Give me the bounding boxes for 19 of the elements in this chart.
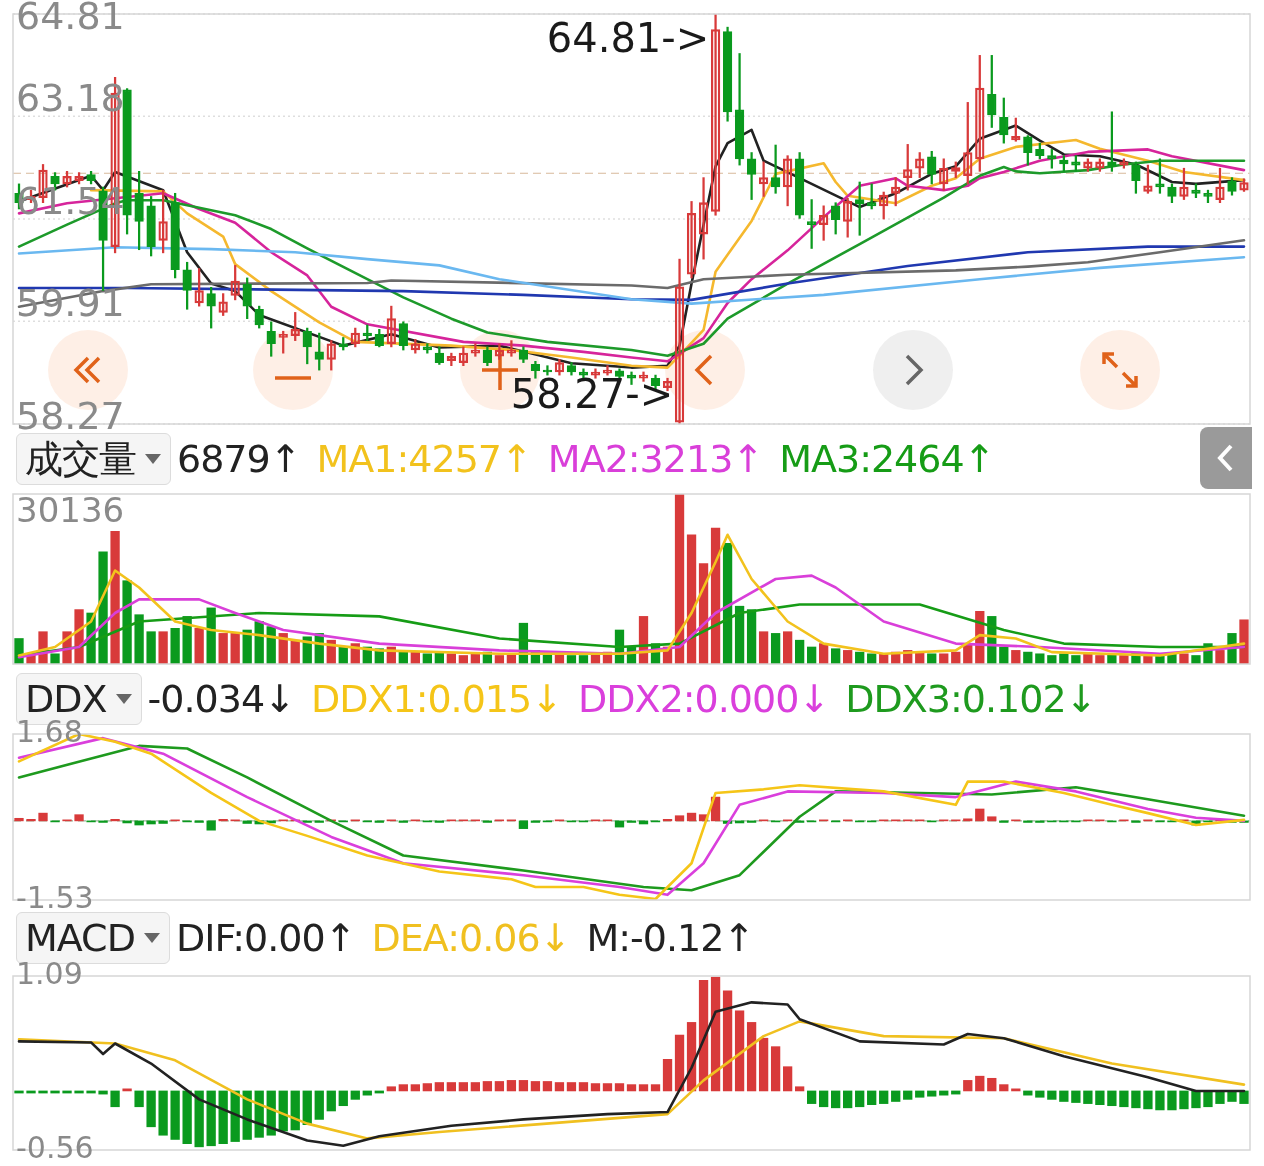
- chart-title: 成交量: [25, 435, 136, 483]
- chart-subtitle: -0.034↓: [147, 677, 295, 721]
- series-label: DDX2:0.000↓: [578, 677, 830, 721]
- text: 6879↑: [177, 437, 301, 481]
- text: MA2:3213↑: [547, 437, 764, 481]
- text: MA1:4257↑: [316, 437, 532, 481]
- annotation: 64.81->: [546, 15, 710, 62]
- annotation: 58.27->: [510, 371, 674, 418]
- text: M:-0.12↑: [586, 916, 755, 960]
- text: DEA:0.06↓: [371, 916, 571, 960]
- annotation: 30136: [16, 489, 125, 530]
- text: DIF:0.00↑: [175, 916, 356, 960]
- y-tick-label: -0.56: [16, 1129, 94, 1165]
- text: DDX1:0.015↓: [310, 677, 563, 721]
- y-tick-label: -1.53: [16, 879, 94, 915]
- text: MA3:2464↑: [779, 437, 995, 481]
- y-tick-label: 64.81: [16, 0, 125, 38]
- y-tick-label: 58.27: [16, 393, 125, 438]
- series-label: DDX3:0.102↓: [845, 677, 1097, 721]
